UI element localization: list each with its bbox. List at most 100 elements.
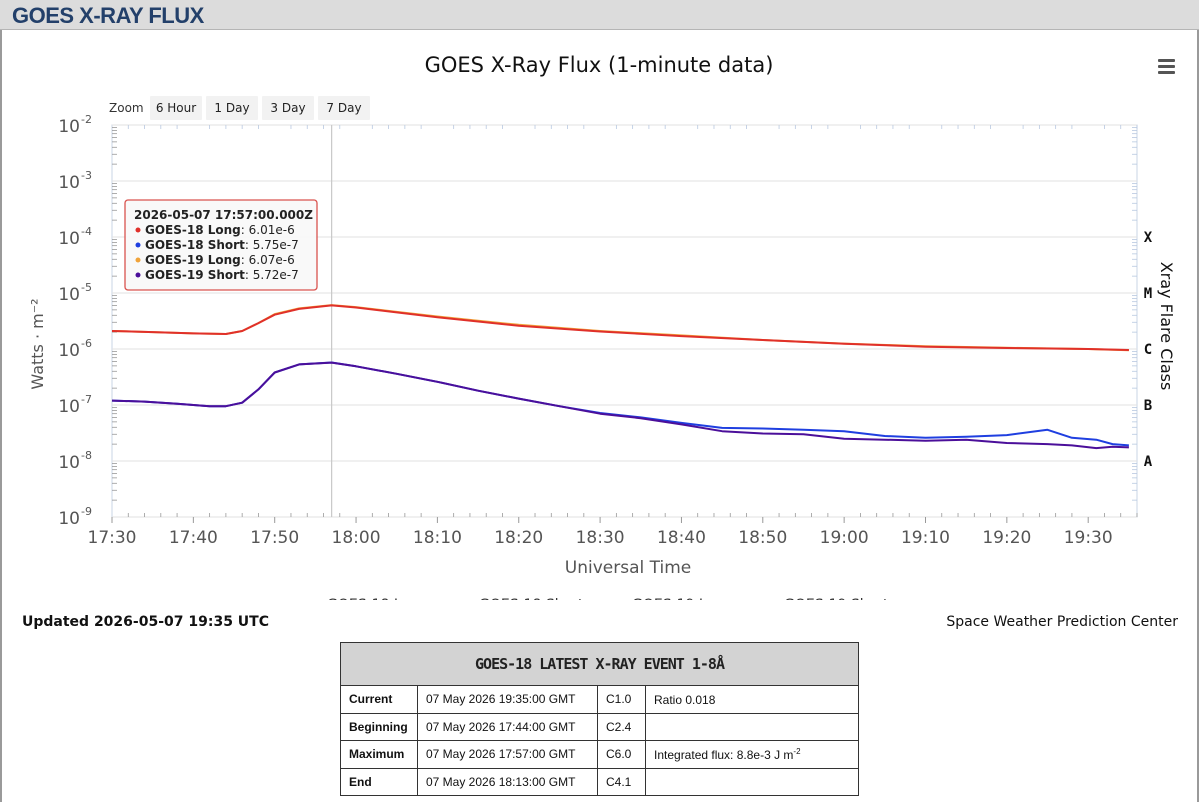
hamburger-menu-icon[interactable] xyxy=(1150,56,1182,80)
x-tick-label: 18:00 xyxy=(332,528,381,548)
x-tick-label: 17:30 xyxy=(88,528,137,548)
chart-title: GOES X-Ray Flux (1-minute data) xyxy=(425,53,774,77)
legend-item[interactable]: GOES-18 Long xyxy=(305,597,428,600)
credit-text: Space Weather Prediction Center xyxy=(946,614,1178,630)
y-tick-label: 10 xyxy=(58,453,80,473)
y-tick-label: 10 xyxy=(58,285,80,305)
event-table-heading: GOES-18 LATEST X-RAY EVENT 1-8Å xyxy=(340,642,859,686)
series-line xyxy=(111,304,1129,351)
chart-gridlines xyxy=(111,124,1138,518)
event-note-sup: -2 xyxy=(793,746,801,756)
x-tick-label: 19:00 xyxy=(820,528,869,548)
x-tick-label: 19:10 xyxy=(901,528,950,548)
zoom-button-label: 7 Day xyxy=(326,101,361,115)
legend-label: GOES-18 Short xyxy=(479,597,584,600)
tooltip-series-value: : 5.72e-7 xyxy=(245,268,299,282)
zoom-button[interactable]: 1 Day xyxy=(206,96,258,120)
zoom-button[interactable]: 3 Day xyxy=(262,96,314,120)
xray-event-table: GOES-18 LATEST X-RAY EVENT 1-8Å Current … xyxy=(340,642,859,796)
table-row: Current 07 May 2026 19:35:00 GMT C1.0 Ra… xyxy=(340,685,859,714)
y-tick-exponent: -8 xyxy=(81,449,92,462)
zoom-button-bg xyxy=(318,96,370,120)
x-axis-title: Universal Time xyxy=(565,558,691,578)
event-note-text: Ratio 0.018 xyxy=(654,693,716,708)
y-tick-label: 10 xyxy=(58,341,80,361)
legend-label: GOES-19 Long xyxy=(632,597,733,600)
tooltip-series-row: GOES-18 Short: 5.75e-7 xyxy=(145,238,299,252)
flare-class-axis-title: Xray Flare Class xyxy=(1157,262,1176,391)
tooltip-series-value: : 6.01e-6 xyxy=(241,223,295,237)
zoom-label: Zoom xyxy=(109,101,144,115)
table-row: Maximum 07 May 2026 17:57:00 GMT C6.0 In… xyxy=(340,740,859,769)
y-tick-exponent: -9 xyxy=(81,505,92,518)
tooltip-series-dot xyxy=(135,272,141,278)
tooltip-series-name: GOES-18 Short xyxy=(145,238,245,252)
y-tick-label: 10 xyxy=(58,509,80,529)
event-class: C2.4 xyxy=(597,712,646,741)
page-header: GOES X-RAY FLUX xyxy=(0,0,1199,30)
event-note: Ratio 0.018 xyxy=(645,685,859,714)
tooltip-box xyxy=(124,199,318,291)
zoom-button[interactable]: 7 Day xyxy=(318,96,370,120)
y-tick-exponent: -2 xyxy=(81,113,92,126)
y-tick-label: 10 xyxy=(58,173,80,193)
series-line xyxy=(111,361,1129,450)
event-label: Current xyxy=(340,685,418,714)
legend-item[interactable]: GOES-19 Short xyxy=(762,597,889,600)
flare-class-label: X xyxy=(1144,230,1153,246)
event-time: 07 May 2026 19:35:00 GMT xyxy=(417,685,598,714)
tooltip-series-row: GOES-19 Short: 5.72e-7 xyxy=(145,268,299,282)
x-tick-label: 19:30 xyxy=(1064,528,1113,548)
y-tick-exponent: -7 xyxy=(81,393,92,406)
tooltip-series-dot xyxy=(135,242,141,248)
event-class: C4.1 xyxy=(597,767,646,796)
table-row: Beginning 07 May 2026 17:44:00 GMT C2.4 xyxy=(340,712,859,741)
x-tick-label: 18:20 xyxy=(494,528,543,548)
event-time: 07 May 2026 17:57:00 GMT xyxy=(417,740,598,769)
tooltip-series-value: : 5.75e-7 xyxy=(245,238,299,252)
flare-class-label: B xyxy=(1144,398,1152,414)
zoom-button[interactable]: 6 Hour xyxy=(150,96,202,120)
tooltip-series-name: GOES-19 Long xyxy=(145,253,241,267)
event-label: Beginning xyxy=(340,712,418,741)
event-label: Maximum xyxy=(340,740,418,769)
xray-flux-chart[interactable]: GOES X-Ray Flux (1-minute data) Zoom 6 H… xyxy=(0,30,1199,600)
y-axis-title: Watts · m⁻² xyxy=(28,298,47,389)
event-note-text: Integrated flux: 8.8e-3 J m xyxy=(654,747,794,762)
zoom-button-label: 1 Day xyxy=(214,101,249,115)
x-tick-label: 18:30 xyxy=(576,528,625,548)
tooltip-series-name: GOES-19 Short xyxy=(145,268,245,282)
tooltip-series-dot xyxy=(135,227,141,233)
flare-class-label: M xyxy=(1144,286,1152,302)
legend-item[interactable]: GOES-18 Short xyxy=(457,597,584,600)
zoom-button-bg xyxy=(262,96,314,120)
tooltip-series-dot xyxy=(135,257,141,263)
x-tick-label: 17:50 xyxy=(250,528,299,548)
series-line xyxy=(111,361,1129,447)
event-note xyxy=(645,712,859,741)
y-tick-exponent: -5 xyxy=(81,281,92,294)
y-tick-label: 10 xyxy=(58,397,80,417)
event-label: End xyxy=(340,767,418,796)
event-time: 07 May 2026 17:44:00 GMT xyxy=(417,712,598,741)
x-tick-label: 18:10 xyxy=(413,528,462,548)
updated-timestamp: Updated 2026-05-07 19:35 UTC xyxy=(22,614,269,630)
event-note xyxy=(645,767,859,796)
series-line xyxy=(111,304,1129,352)
x-tick-label: 18:40 xyxy=(657,528,706,548)
x-tick-label: 18:50 xyxy=(738,528,787,548)
chart-series xyxy=(111,304,1129,450)
x-tick-label: 19:20 xyxy=(982,528,1031,548)
legend-item[interactable]: GOES-19 Long xyxy=(610,597,733,600)
tooltip-timestamp: 2026-05-07 17:57:00.000Z xyxy=(134,208,313,222)
y-tick-exponent: -4 xyxy=(81,225,92,238)
zoom-button-label: 6 Hour xyxy=(156,101,196,115)
legend-label: GOES-18 Long xyxy=(327,597,428,600)
flare-class-label: A xyxy=(1144,454,1153,470)
y-tick-exponent: -6 xyxy=(81,337,92,350)
event-time: 07 May 2026 18:13:00 GMT xyxy=(417,767,598,796)
legend-label: GOES-19 Short xyxy=(784,597,889,600)
chart-axes: 17:30 17:40 17:50 18:00 18:10 18:20 18:30 18:40… xyxy=(58,113,1152,548)
tooltip-series-row: GOES-18 Long: 6.01e-6 xyxy=(145,223,295,237)
